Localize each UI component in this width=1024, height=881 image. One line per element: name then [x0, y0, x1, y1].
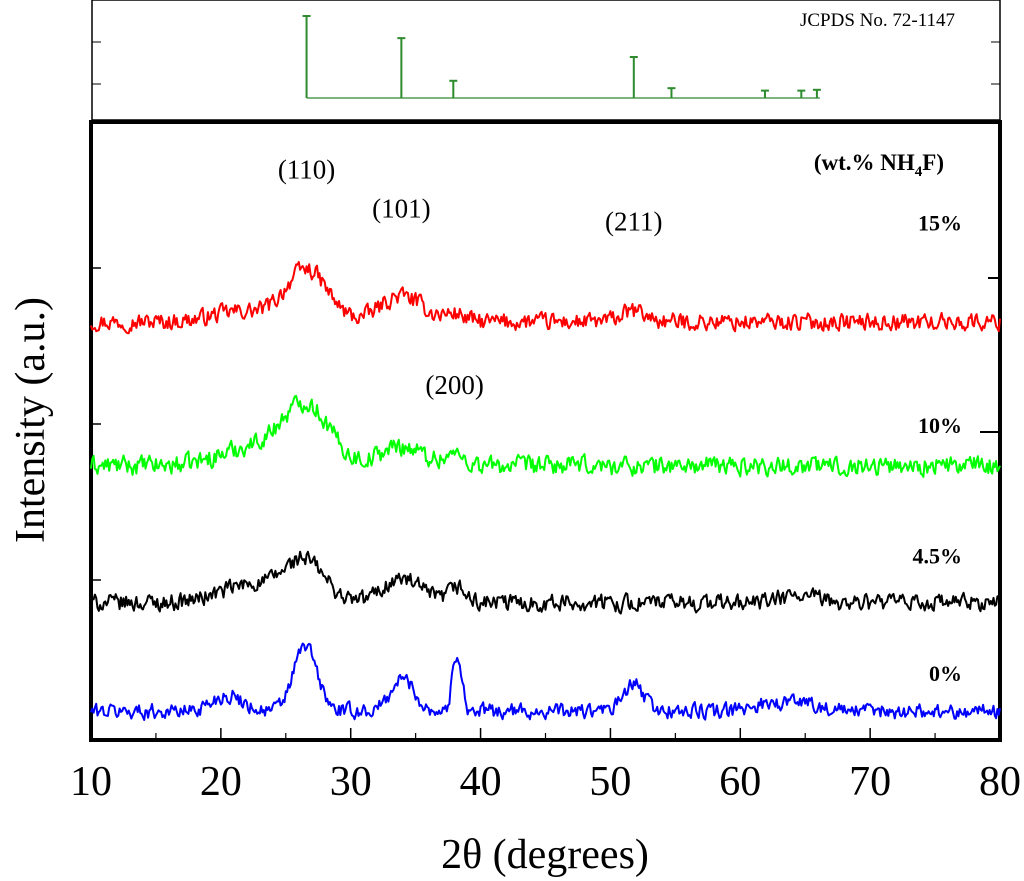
- series-line-0: [90, 261, 1001, 335]
- series-lines: [90, 261, 1001, 721]
- peak-label: (110): [278, 154, 335, 184]
- reference-title: JCPDS No. 72-1147: [800, 10, 955, 31]
- x-tick-label: 80: [979, 759, 1021, 805]
- peak-label: (211): [605, 207, 662, 237]
- x-tick-label: 60: [719, 759, 761, 805]
- series-line-2: [90, 550, 1001, 615]
- main-panel: 10 20 30 40 50 60 70 80 (110) (101) (200) (211) 15…: [70, 120, 1021, 805]
- series-label: 0%: [929, 661, 962, 686]
- peak-label: (200): [425, 370, 483, 400]
- series-labels: 15% 10% 4.5% 0%: [913, 211, 963, 687]
- series-line-1: [90, 395, 1001, 478]
- y-axis-label: Intensity (a.u.): [8, 297, 54, 543]
- reference-panel: JCPDS No. 72-1147: [91, 0, 1001, 121]
- series-label: 15%: [918, 211, 962, 236]
- x-tick-label: 50: [589, 759, 631, 805]
- series-line-3: [90, 642, 1001, 721]
- main-frame: [89, 120, 1002, 742]
- peak-labels: (110) (101) (200) (211): [278, 154, 663, 400]
- x-tick-label: 10: [70, 759, 112, 805]
- x-axis-label: 2θ (degrees): [441, 832, 649, 878]
- reference-sticks: [302, 15, 821, 98]
- x-tick-label: 70: [849, 759, 891, 805]
- series-label: 4.5%: [913, 544, 963, 569]
- peak-label: (101): [372, 193, 430, 223]
- x-axis-ticks: 10 20 30 40 50 60 70 80: [70, 728, 1021, 805]
- x-tick-label: 40: [460, 759, 502, 805]
- series-label: 10%: [918, 413, 962, 438]
- x-tick-label: 20: [200, 759, 242, 805]
- x-tick-label: 30: [330, 759, 372, 805]
- legend-title: (wt.% NH4F): [814, 150, 944, 180]
